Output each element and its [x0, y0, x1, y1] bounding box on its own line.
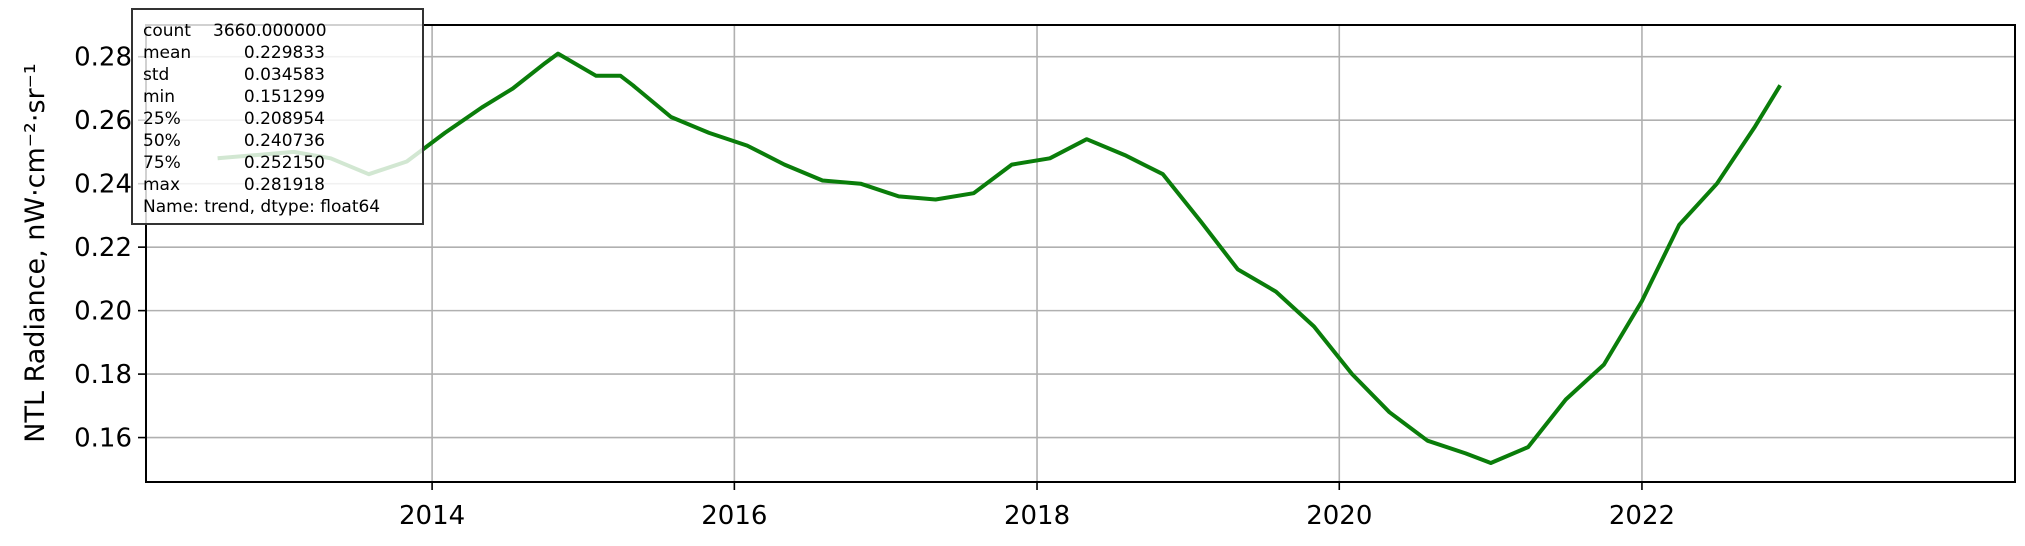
stats-value: 0.252150: [243, 153, 325, 173]
plot-frame: [145, 24, 2016, 483]
stats-table: count 3660.000000 mean 0.229833 std 0.034583 m…: [143, 20, 412, 196]
y-tick-label: 0.24: [74, 170, 132, 200]
y-tick-label: 0.22: [74, 233, 132, 263]
x-tick-label: 2018: [1004, 501, 1070, 531]
y-axis-label: NTL Radiance, nW·cm⁻²·sr⁻¹: [20, 63, 51, 442]
stats-value: 0.281918: [243, 175, 325, 195]
stats-key: 75%: [143, 153, 181, 173]
stats-key: count: [143, 21, 191, 41]
grid-lines: [146, 25, 2015, 482]
y-tick-label: 0.16: [74, 424, 132, 454]
x-tick-label: 2020: [1306, 501, 1372, 531]
stats-box: count 3660.000000 mean 0.229833 std 0.034583 m…: [131, 8, 424, 225]
stats-footer: Name: trend, dtype: float64: [143, 197, 381, 217]
stats-value: 0.034583: [243, 65, 325, 85]
stats-row: max 0.281918: [143, 174, 412, 196]
stats-key: 50%: [143, 131, 181, 151]
stats-row: 75% 0.252150: [143, 152, 412, 174]
x-tick-label: 2014: [399, 501, 465, 531]
stats-value: 0.151299: [243, 87, 325, 107]
x-tick-label: 2022: [1609, 501, 1675, 531]
y-tick-label: 0.26: [74, 106, 132, 136]
stats-value: 0.240736: [243, 131, 325, 151]
stats-value: 0.229833: [243, 43, 325, 63]
stats-row: count 3660.000000: [143, 20, 412, 42]
y-tick-label: 0.18: [74, 360, 132, 390]
stats-row: 25% 0.208954: [143, 108, 412, 130]
stats-key: mean: [143, 43, 192, 63]
stats-key: max: [143, 175, 181, 195]
x-tick-label: 2016: [701, 501, 767, 531]
stats-row: std 0.034583: [143, 64, 412, 86]
axis-ticks: 2014 2016 2018 2020 2022 0.16 0.18 0.20 0.22 0.24…: [74, 43, 1675, 531]
stats-key: std: [143, 65, 170, 85]
y-tick-label: 0.28: [74, 43, 132, 73]
stats-row: min 0.151299: [143, 86, 412, 108]
series-line-trend: [217, 51, 1782, 465]
stats-row: mean 0.229833: [143, 42, 412, 64]
stats-key: min: [143, 87, 176, 107]
stats-value: 3660.000000: [213, 21, 327, 41]
stats-row: 50% 0.240736: [143, 130, 412, 152]
stats-value: 0.208954: [243, 109, 325, 129]
stats-key: 25%: [143, 109, 181, 129]
y-tick-label: 0.20: [74, 297, 132, 327]
